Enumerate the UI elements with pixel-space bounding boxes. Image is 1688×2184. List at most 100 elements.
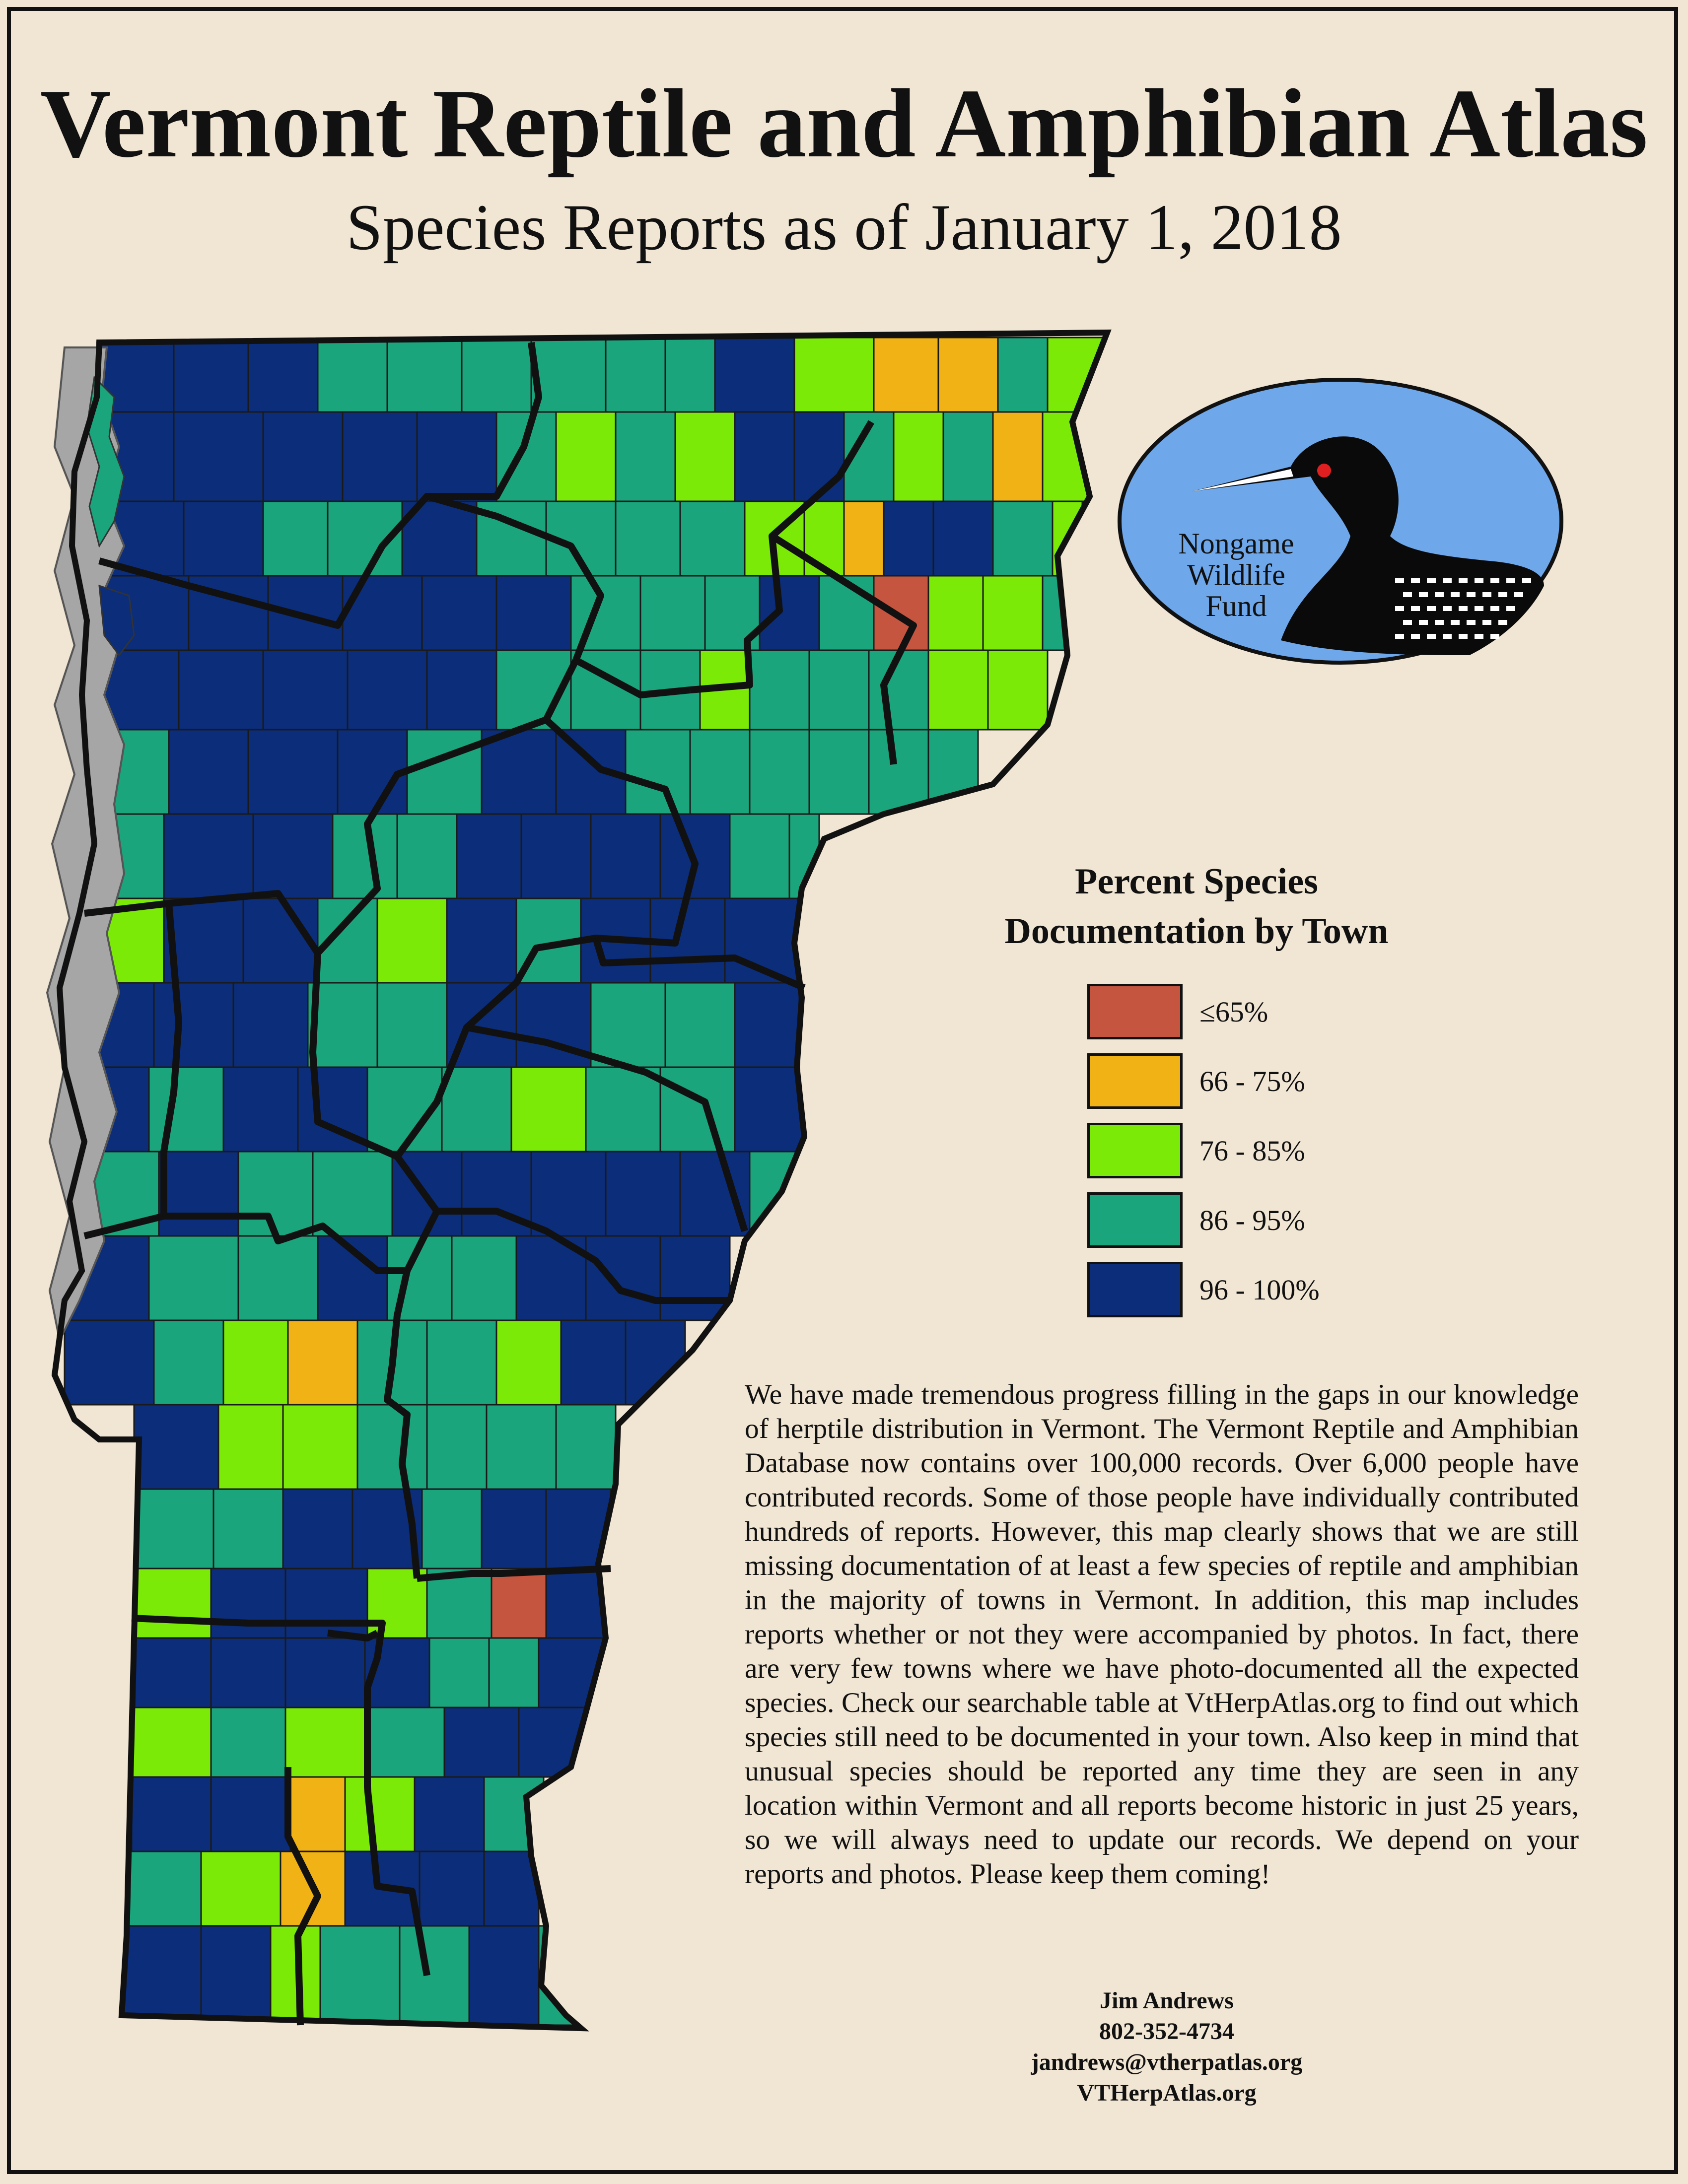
loon-spot (1419, 620, 1428, 625)
town-cell (510, 1066, 587, 1153)
description-text: We have made tremendous progress filling… (745, 1379, 1579, 1890)
town-cell (386, 337, 463, 413)
vermont-outline (51, 329, 1112, 2032)
contact-name: Jim Andrews (1100, 1987, 1234, 2014)
legend-swatch (1087, 1262, 1183, 1317)
town-cell (210, 1637, 286, 1708)
town-cell (347, 649, 428, 731)
town-cell (481, 1488, 547, 1570)
town-cell (284, 1706, 366, 1778)
page-border (7, 7, 1678, 2174)
town-cell (443, 1706, 520, 1778)
town-cell (451, 1235, 517, 1321)
map-title: Vermont Reptile and Amphibian Atlas (40, 69, 1648, 178)
legend-swatch (1087, 984, 1183, 1039)
loon-spot (1475, 578, 1483, 583)
town-cell (421, 575, 497, 651)
town-cell (868, 729, 929, 815)
town-cell (714, 337, 795, 413)
town-cell (689, 729, 751, 815)
lake-island (98, 584, 135, 657)
town-cell (932, 500, 994, 577)
town-cell (734, 411, 795, 502)
town-cell (121, 1925, 202, 2026)
town-cell (200, 1850, 281, 1927)
town-cell (759, 575, 820, 651)
town-cell (674, 411, 736, 502)
town-cell (419, 1850, 485, 1927)
town-cell (212, 1488, 284, 1570)
town-cell (927, 575, 984, 651)
town-cell (200, 1925, 272, 2026)
town-cell (992, 411, 1044, 502)
town-cell (148, 1066, 224, 1153)
town-cell (446, 897, 517, 984)
town-cell (734, 1066, 805, 1153)
town-cell (585, 1235, 661, 1321)
town-cell (937, 337, 999, 413)
town-cell (342, 575, 423, 651)
lake-champlain-water (46, 346, 126, 1344)
legend-swatch (1087, 1192, 1183, 1248)
legend-label: 86 - 95% (1199, 1204, 1305, 1236)
legend-label: 96 - 100% (1199, 1273, 1320, 1306)
town-cell (481, 729, 557, 815)
loon-spot (1427, 578, 1436, 583)
loon-spot (1482, 620, 1491, 625)
town-cell (210, 1776, 291, 1852)
loon-spot (1459, 634, 1468, 639)
town-cell (282, 1404, 358, 1490)
town-cell (416, 411, 497, 502)
town-cell (625, 729, 691, 815)
town-cell (456, 813, 522, 899)
contact-email[interactable]: jandrews@vtherpatlas.org (1031, 2049, 1303, 2075)
town-cell (679, 1151, 751, 1237)
town-cell (262, 411, 344, 502)
town-cell (585, 1066, 661, 1153)
town-cell (426, 1319, 497, 1406)
loon-spot (1443, 634, 1452, 639)
town-cell (997, 337, 1049, 413)
town-cell (173, 337, 249, 413)
loon-spot (1443, 606, 1452, 611)
town-cell (615, 411, 676, 502)
town-cell (163, 813, 254, 899)
town-cell (131, 1568, 212, 1639)
town-cell (530, 337, 607, 413)
loon-spot (1435, 592, 1444, 597)
town-cell (262, 500, 329, 577)
town-cell (342, 411, 418, 502)
town-cell (749, 729, 810, 815)
town-cell (893, 411, 944, 502)
town-cell (639, 575, 706, 651)
town-cell (210, 1706, 286, 1778)
town-cell (441, 1066, 512, 1153)
town-cell (615, 500, 681, 577)
legend-item: ≤65% (1087, 977, 1320, 1046)
town-cell (247, 729, 339, 815)
town-cell (158, 1151, 239, 1237)
town-cell (664, 982, 736, 1068)
town-cell (148, 1235, 239, 1321)
town-cell (982, 575, 1044, 651)
contact-phone: 802-352-4734 (1099, 2018, 1234, 2045)
town-cell (284, 1637, 366, 1708)
town-cell (883, 500, 934, 577)
town-cell (749, 649, 810, 731)
town-cell (873, 337, 939, 413)
town-cell (183, 500, 264, 577)
contact-website[interactable]: VTHerpAtlas.org (1077, 2080, 1257, 2106)
town-cell (818, 575, 875, 651)
town-cell (468, 1925, 540, 2026)
town-cell (803, 500, 845, 577)
loon-spot (1403, 592, 1412, 597)
town-cells (64, 337, 1107, 2026)
legend-label: 66 - 75% (1199, 1065, 1305, 1097)
logo-text-line: Nongame (1178, 527, 1294, 560)
town-cell (659, 1235, 731, 1321)
map-subtitle: Species Reports as of January 1, 2018 (346, 191, 1342, 264)
town-cell (987, 649, 1049, 731)
loon-spot (1475, 634, 1483, 639)
loon-spot (1498, 592, 1507, 597)
